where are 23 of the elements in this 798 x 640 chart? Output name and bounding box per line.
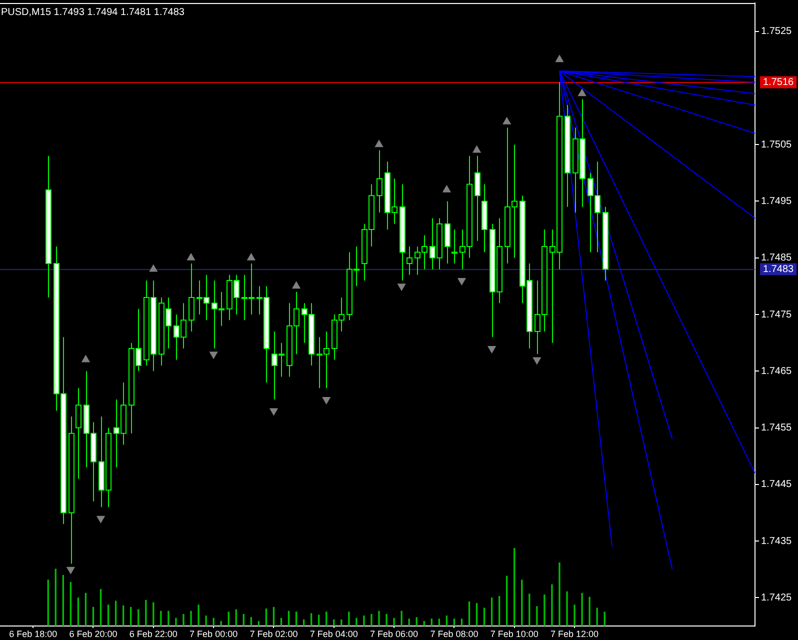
- x-tick-label: 7 Feb 12:00: [550, 628, 599, 639]
- ref-line-label: 1.7483: [763, 264, 794, 275]
- x-tick-label: 7 Feb 04:00: [310, 628, 358, 639]
- y-tick-label: 1.7475: [761, 309, 792, 320]
- y-tick-label: 1.7465: [761, 366, 792, 377]
- x-tick-label: 7 Feb 10:00: [490, 628, 538, 639]
- x-tick-label: 7 Feb 08:00: [430, 628, 478, 639]
- x-tick-label: 7 Feb 02:00: [250, 628, 298, 639]
- y-tick-label: 1.7505: [761, 139, 792, 150]
- x-tick-label: 6 Feb 22:00: [129, 628, 178, 639]
- y-tick-label: 1.7435: [761, 536, 792, 547]
- y-tick-label: 1.7455: [761, 422, 792, 434]
- chart-title: PUSD,M15 1.7493 1.7494 1.7481 1.7483: [1, 6, 185, 18]
- ref-line-label: 1.7516: [763, 77, 794, 88]
- x-tick-label: 7 Feb 00:00: [190, 628, 238, 639]
- x-tick-label: 6 Feb 18:00: [9, 628, 58, 639]
- y-tick-label: 1.7445: [761, 479, 792, 490]
- y-tick-label: 1.7525: [761, 26, 792, 38]
- x-tick-label: 7 Feb 06:00: [370, 628, 418, 639]
- y-tick-label: 1.7425: [761, 592, 792, 604]
- x-tick-label: 6 Feb 20:00: [69, 628, 118, 639]
- y-tick-label: 1.7485: [761, 252, 792, 264]
- y-tick-label: 1.7495: [761, 196, 792, 207]
